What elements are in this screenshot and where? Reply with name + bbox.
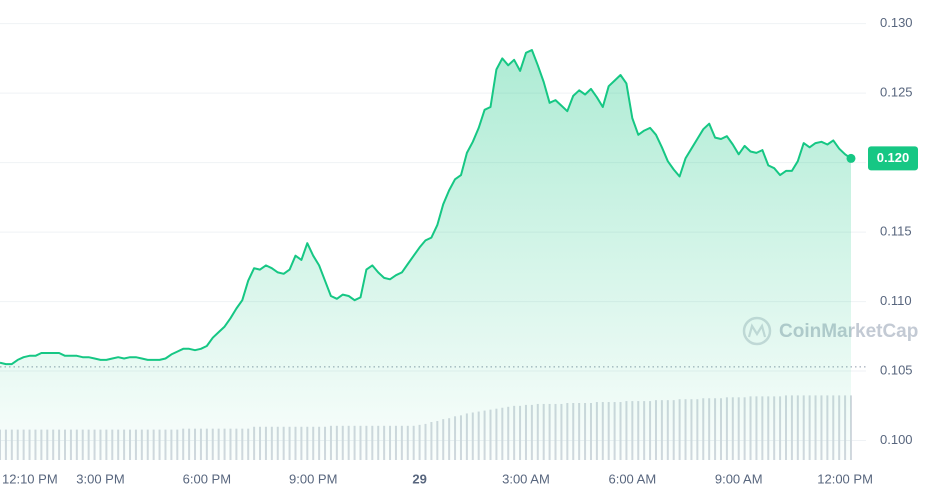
x-tick-label: 3:00 AM: [502, 471, 550, 486]
x-tick-label: 9:00 AM: [715, 471, 763, 486]
x-tick-label: 12:00 PM: [817, 471, 873, 486]
x-tick-label: 12:10 PM: [2, 471, 58, 486]
x-tick-label: 9:00 PM: [289, 471, 337, 486]
y-tick-label: 0.130: [880, 15, 913, 30]
y-tick-label: 0.115: [880, 224, 912, 239]
x-tick-label: 29: [412, 471, 426, 486]
last-point: [846, 153, 856, 163]
area-fill: [0, 50, 851, 460]
x-tick-label: 6:00 AM: [608, 471, 656, 486]
last-price-label: 0.120: [877, 150, 910, 165]
y-tick-label: 0.125: [880, 85, 913, 100]
y-tick-label: 0.110: [880, 293, 912, 308]
y-tick-label: 0.105: [880, 362, 913, 377]
x-tick-label: 3:00 PM: [76, 471, 124, 486]
y-tick-label: 0.100: [880, 432, 913, 447]
last-price-box: [868, 146, 918, 171]
price-line: [0, 49, 852, 366]
x-tick-label: 6:00 PM: [183, 471, 231, 486]
